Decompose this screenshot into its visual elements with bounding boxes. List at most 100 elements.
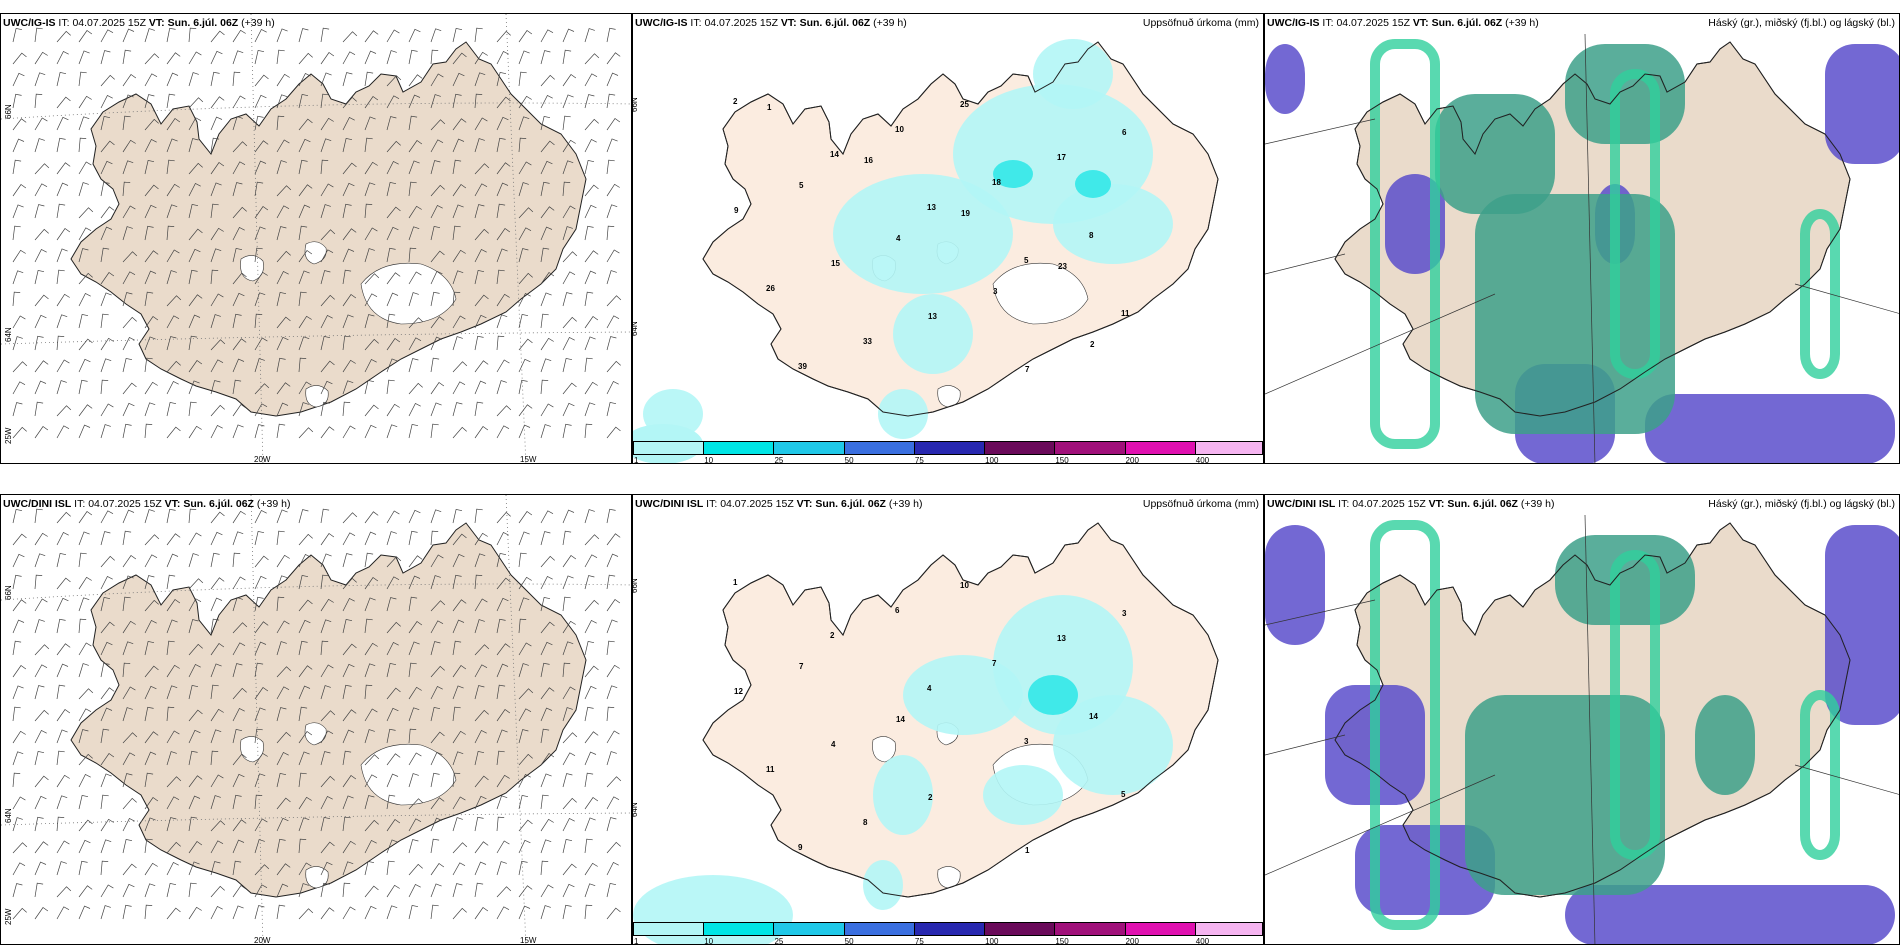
wind-barb — [408, 28, 421, 43]
precip-value: 11 — [1121, 309, 1130, 318]
precip-area — [893, 294, 973, 374]
wind-barb — [452, 883, 463, 898]
wind-barb — [122, 555, 137, 568]
wind-barb — [78, 50, 90, 65]
high-cloud — [1825, 525, 1899, 725]
wind-barb — [122, 641, 134, 656]
wind-barb — [320, 183, 334, 197]
wind-barb — [100, 641, 113, 656]
wind-barb — [562, 251, 578, 263]
precip-value: 2 — [733, 97, 738, 106]
wind-barb — [78, 576, 92, 590]
wind-barb — [342, 775, 357, 788]
wind-barb — [364, 511, 379, 524]
wind-barb — [430, 291, 440, 307]
wind-barb — [232, 839, 245, 854]
wind-barb — [606, 730, 620, 744]
wind-barb — [298, 665, 313, 678]
wind-barb — [122, 707, 133, 722]
wind-barb — [12, 315, 26, 329]
wind-barb — [100, 292, 112, 307]
wind-barb — [364, 774, 378, 788]
wind-barb — [518, 207, 534, 219]
wind-barb — [320, 907, 335, 920]
wind-barb — [430, 316, 445, 329]
wind-barb — [540, 115, 551, 131]
wind-barb — [34, 93, 43, 109]
wind-barb — [254, 905, 265, 920]
glacier — [937, 866, 961, 889]
wind-barb — [166, 27, 176, 43]
wind-barb — [518, 794, 529, 810]
wind-barb — [232, 313, 242, 329]
wind-barb — [474, 183, 488, 197]
precip-value: 12 — [734, 687, 743, 696]
wind-barb — [364, 359, 377, 373]
wind-barb — [210, 339, 226, 351]
wind-barb — [320, 730, 334, 744]
wind-barb — [166, 93, 176, 109]
wind-barb — [78, 642, 92, 656]
wind-barb — [56, 335, 65, 351]
wind-barb — [496, 203, 506, 219]
wind-barb — [34, 401, 44, 417]
wind-barb — [408, 292, 419, 307]
wind-barb — [166, 270, 177, 285]
wind-barb — [364, 96, 379, 109]
wind-barb — [386, 905, 398, 920]
wind-barb — [100, 728, 110, 744]
wind-barb — [584, 731, 599, 744]
precip-value: 4 — [831, 740, 836, 749]
wind-barb — [364, 729, 375, 744]
wind-barb — [452, 706, 461, 722]
wind-barb — [606, 27, 616, 43]
wind-barb — [34, 598, 48, 612]
wind-barb — [584, 336, 596, 351]
precip-value: 9 — [798, 843, 803, 852]
wind-barb — [34, 426, 49, 439]
wind-barb — [408, 247, 417, 263]
wind-barb — [320, 72, 332, 87]
wind-barb — [364, 642, 378, 656]
wind-barb — [144, 357, 153, 373]
wind-barb — [254, 337, 268, 351]
mid-cloud — [1475, 194, 1675, 434]
wind-barb — [56, 816, 65, 832]
wind-barb — [12, 730, 26, 744]
wind-barb — [540, 839, 552, 854]
wind-barb — [452, 817, 463, 832]
wind-barb — [166, 817, 177, 832]
wind-barb — [496, 750, 505, 766]
wind-barb — [496, 380, 507, 395]
wind-barb — [452, 426, 467, 439]
wind-barb — [584, 534, 600, 546]
wind-barb — [430, 817, 443, 832]
wind-barb — [232, 292, 245, 307]
wind-barb — [210, 359, 224, 373]
wind-barb — [430, 554, 444, 568]
wind-barb — [386, 272, 401, 285]
wind-barb — [562, 662, 571, 678]
wind-barb — [298, 93, 309, 109]
precip-value: 25 — [960, 100, 969, 109]
wind-barb — [166, 664, 180, 678]
wind-barb-map — [1, 495, 631, 944]
wind-barb — [562, 402, 575, 417]
wind-barb — [408, 205, 422, 219]
wind-barb — [276, 707, 287, 722]
wind-barb — [12, 381, 26, 395]
wind-barb — [298, 315, 312, 329]
wind-barb — [210, 663, 222, 678]
wind-barb — [276, 797, 291, 810]
wind-barb — [188, 532, 202, 546]
wind-barb — [122, 620, 136, 634]
wind-barb — [166, 862, 179, 876]
high-cloud — [1265, 44, 1305, 114]
wind-barb — [540, 50, 551, 65]
wind-barb — [386, 313, 396, 329]
wind-barb — [386, 424, 398, 439]
wind-barb — [254, 424, 265, 439]
panel-header: UWC/DINI ISL IT: 04.07.2025 15Z VT: Sun.… — [3, 498, 291, 510]
precip-value: 6 — [1122, 128, 1127, 137]
precip-value: 2 — [830, 631, 835, 640]
